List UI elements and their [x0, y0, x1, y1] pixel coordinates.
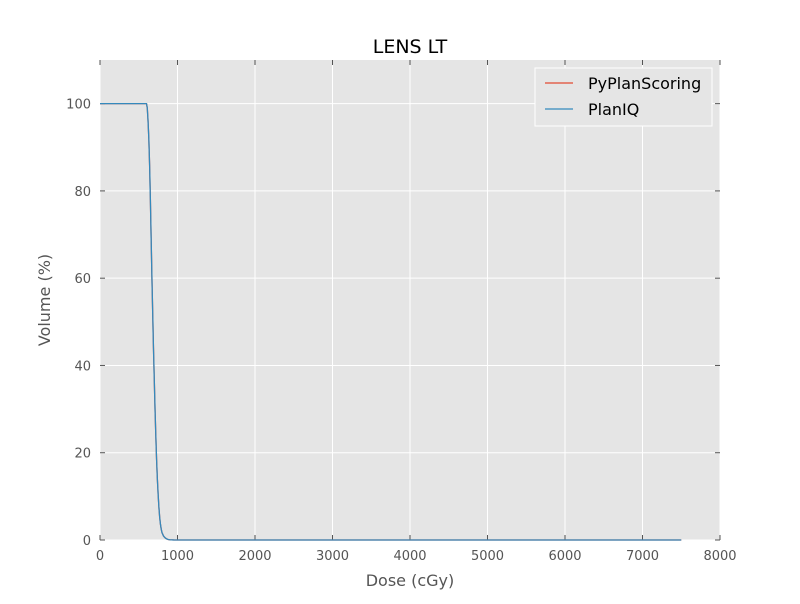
legend: PyPlanScoring PlanIQ [534, 67, 713, 127]
y-tick-label: 20 [74, 447, 91, 462]
series-lines [100, 102, 682, 541]
x-tick-label: 7000 [626, 549, 659, 564]
chart-title: LENS LT [373, 36, 448, 58]
axis-ticks: 0 1000 2000 3000 4000 5000 6000 7000 8000 0 20 40 60… [66, 60, 737, 564]
x-tick-label: 1000 [161, 549, 194, 564]
x-tick-label: 3000 [316, 549, 349, 564]
y-tick-label: 40 [74, 359, 91, 374]
x-tick-label: 0 [96, 549, 104, 564]
x-tick-label: 4000 [393, 549, 426, 564]
y-tick-label: 0 [83, 534, 91, 549]
x-tick-label: 2000 [238, 549, 271, 564]
y-tick-label: 80 [74, 185, 91, 200]
y-tick-label: 60 [74, 272, 91, 287]
legend-box [534, 67, 713, 127]
x-tick-label: 5000 [471, 549, 504, 564]
x-axis-label: Dose (cGy) [366, 571, 455, 590]
y-axis-label: Volume (%) [35, 254, 54, 346]
x-tick-label: 6000 [548, 549, 581, 564]
legend-label: PyPlanScoring [588, 74, 701, 93]
y-tick-label: 100 [66, 98, 91, 113]
series-line-planiq [100, 102, 682, 541]
legend-label: PlanIQ [588, 100, 639, 119]
x-tick-label: 8000 [703, 549, 736, 564]
